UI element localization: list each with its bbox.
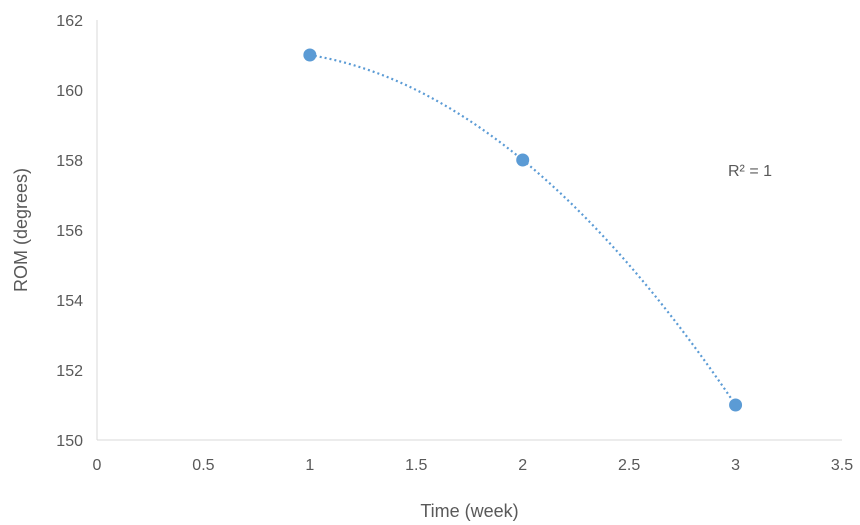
r-squared-annotation: R² = 1: [728, 163, 772, 180]
y-tick-label: 160: [56, 83, 83, 100]
x-axis-ticks: 0 0.5 1 1.5 2 2.5 3 3.5: [93, 457, 854, 474]
x-tick-label: 0: [93, 457, 102, 474]
x-tick-label: 2.5: [618, 457, 640, 474]
y-tick-label: 158: [56, 153, 83, 170]
x-tick-label: 0.5: [192, 457, 214, 474]
y-tick-label: 154: [56, 293, 83, 310]
data-point: [729, 398, 743, 412]
x-tick-label: 3.5: [831, 457, 853, 474]
y-axis-title: ROM (degrees): [11, 168, 31, 292]
x-tick-label: 3: [731, 457, 740, 474]
x-tick-label: 1.5: [405, 457, 427, 474]
y-tick-label: 156: [56, 223, 83, 240]
trendline: [309, 53, 737, 406]
x-tick-label: 1: [305, 457, 314, 474]
x-axis-title: Time (week): [420, 501, 518, 521]
y-tick-label: 162: [56, 13, 83, 30]
data-point: [303, 48, 317, 62]
y-tick-label: 150: [56, 433, 83, 450]
y-tick-label: 152: [56, 363, 83, 380]
y-axis-ticks: 150 152 154 156 158 160 162: [56, 13, 83, 450]
data-points: [303, 48, 743, 412]
x-tick-label: 2: [518, 457, 527, 474]
data-point: [516, 153, 530, 167]
